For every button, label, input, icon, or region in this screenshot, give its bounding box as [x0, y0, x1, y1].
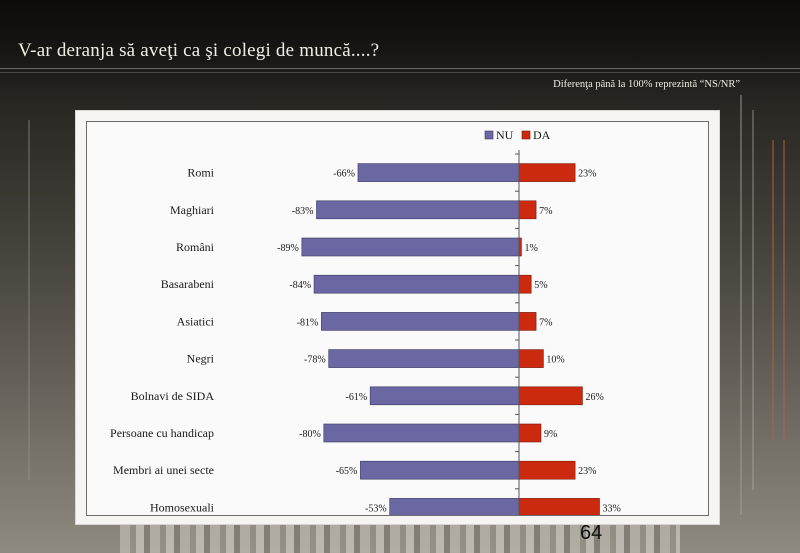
bar-nu: [357, 163, 520, 182]
data-label-nu: -89%: [277, 243, 299, 254]
bar-nu: [369, 386, 520, 406]
data-label-da: 10%: [546, 355, 564, 366]
data-label-da: 26%: [585, 392, 603, 403]
data-label-da: 9%: [544, 429, 557, 440]
note-text: Diferenţa până la 100% reprezintă “NS/NR…: [553, 79, 740, 90]
category-label: Persoane cu handicap: [110, 426, 214, 440]
legend-label-da: DA: [533, 128, 551, 142]
data-label-da: 5%: [534, 280, 547, 291]
data-label-da: 1%: [524, 243, 537, 254]
legend-swatch-nu: [484, 130, 494, 140]
legend-swatch-da: [521, 130, 531, 140]
category-label: Maghiari: [170, 203, 215, 217]
chart-panel: Romi -66% 23% Maghiari -83% 7% Români -89% 1% Bas…: [75, 110, 720, 525]
bar-da: [518, 312, 537, 331]
data-label-nu: -53%: [365, 503, 387, 514]
data-label-nu: -80%: [299, 429, 321, 440]
bar-nu: [360, 460, 520, 480]
category-label: Membri ai unei secte: [113, 463, 214, 477]
bar-da: [518, 498, 600, 515]
bar-chart: Romi -66% 23% Maghiari -83% 7% Români -89% 1% Bas…: [110, 128, 621, 515]
title-divider-secondary: [0, 72, 800, 73]
bar-da: [518, 163, 576, 182]
page-number: 64: [580, 522, 603, 544]
data-label-nu: -84%: [289, 280, 311, 291]
chart-plot-area: Romi -66% 23% Maghiari -83% 7% Români -89% 1% Bas…: [86, 121, 709, 516]
bar-nu: [321, 312, 520, 331]
category-label: Homosexuali: [150, 500, 215, 514]
data-label-nu: -65%: [336, 466, 358, 477]
slide-title: V-ar deranja să aveţi ca şi colegi de mu…: [18, 40, 380, 61]
decorative-line: [740, 95, 742, 515]
category-label: Basarabeni: [161, 277, 215, 291]
bar-da: [518, 460, 576, 480]
data-label-nu: -61%: [345, 392, 367, 403]
decorative-line: [772, 140, 774, 440]
data-label-da: 7%: [539, 317, 552, 328]
decorative-line: [783, 140, 785, 440]
data-label-da: 23%: [578, 169, 596, 180]
bar-nu: [316, 200, 520, 220]
category-label: Români: [176, 240, 215, 254]
category-label: Asiatici: [177, 314, 215, 328]
category-label: Bolnavi de SIDA: [131, 389, 215, 403]
data-label-nu: -81%: [297, 317, 319, 328]
data-label-nu: -83%: [292, 206, 314, 217]
title-divider: [0, 68, 800, 69]
bar-nu: [389, 498, 520, 515]
bar-nu: [301, 237, 520, 257]
bar-nu: [328, 349, 520, 368]
bar-nu: [313, 274, 520, 294]
data-label-da: 23%: [578, 466, 596, 477]
category-label: Negri: [187, 352, 215, 366]
decorative-line: [28, 120, 30, 480]
legend-label-nu: NU: [496, 128, 514, 142]
decorative-line: [752, 110, 754, 490]
bar-da: [518, 274, 532, 294]
bar-da: [518, 200, 537, 220]
data-label-da: 33%: [603, 503, 621, 514]
bar-da: [518, 386, 583, 406]
data-label-da: 7%: [539, 206, 552, 217]
data-label-nu: -78%: [304, 355, 326, 366]
data-label-nu: -66%: [333, 169, 355, 180]
bar-nu: [323, 423, 520, 443]
category-label: Romi: [187, 166, 214, 180]
bar-da: [518, 349, 544, 368]
bar-da: [518, 423, 542, 443]
